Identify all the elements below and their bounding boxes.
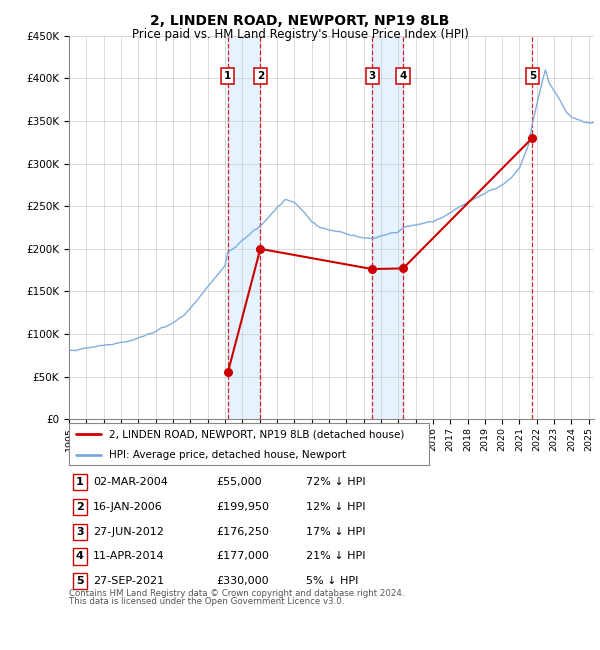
Text: £330,000: £330,000 (216, 576, 269, 586)
Text: 27-SEP-2021: 27-SEP-2021 (93, 576, 164, 586)
Point (367, 264, 377, 274)
Text: 2: 2 (76, 502, 83, 512)
Text: £177,000: £177,000 (216, 551, 269, 562)
Text: £199,950: £199,950 (216, 502, 269, 512)
Text: 5: 5 (529, 71, 536, 81)
Text: £176,250: £176,250 (216, 526, 269, 537)
Text: 3: 3 (368, 71, 376, 81)
Text: 72% ↓ HPI: 72% ↓ HPI (306, 477, 365, 488)
Text: 16-JAN-2006: 16-JAN-2006 (93, 502, 163, 512)
Text: 5: 5 (76, 576, 83, 586)
Point (256, 244, 265, 254)
Text: 17% ↓ HPI: 17% ↓ HPI (306, 526, 365, 537)
Text: 27-JUN-2012: 27-JUN-2012 (93, 526, 164, 537)
Text: 4: 4 (76, 551, 84, 562)
Text: £55,000: £55,000 (216, 477, 262, 488)
Text: This data is licensed under the Open Government Licence v3.0.: This data is licensed under the Open Gov… (69, 597, 344, 606)
Bar (372, 36, 403, 419)
Text: 1: 1 (224, 71, 232, 81)
Text: 21% ↓ HPI: 21% ↓ HPI (306, 551, 365, 562)
Text: Price paid vs. HM Land Registry's House Price Index (HPI): Price paid vs. HM Land Registry's House … (131, 28, 469, 41)
Text: HPI: Average price, detached house, Newport: HPI: Average price, detached house, Newp… (109, 450, 346, 460)
Text: 2, LINDEN ROAD, NEWPORT, NP19 8LB: 2, LINDEN ROAD, NEWPORT, NP19 8LB (151, 14, 449, 29)
Text: 11-APR-2014: 11-APR-2014 (93, 551, 164, 562)
Text: 02-MAR-2004: 02-MAR-2004 (93, 477, 168, 488)
Text: 12% ↓ HPI: 12% ↓ HPI (306, 502, 365, 512)
Text: Contains HM Land Registry data © Crown copyright and database right 2024.: Contains HM Land Registry data © Crown c… (69, 589, 404, 598)
Point (398, 263, 408, 274)
Text: 4: 4 (400, 71, 407, 81)
Bar (228, 36, 260, 419)
Point (223, 367, 233, 378)
Text: 2: 2 (257, 71, 264, 81)
Text: 3: 3 (76, 526, 83, 537)
Text: 1: 1 (76, 477, 83, 488)
Text: 2, LINDEN ROAD, NEWPORT, NP19 8LB (detached house): 2, LINDEN ROAD, NEWPORT, NP19 8LB (detac… (109, 430, 404, 439)
Point (527, 133, 537, 143)
Text: 5% ↓ HPI: 5% ↓ HPI (306, 576, 358, 586)
